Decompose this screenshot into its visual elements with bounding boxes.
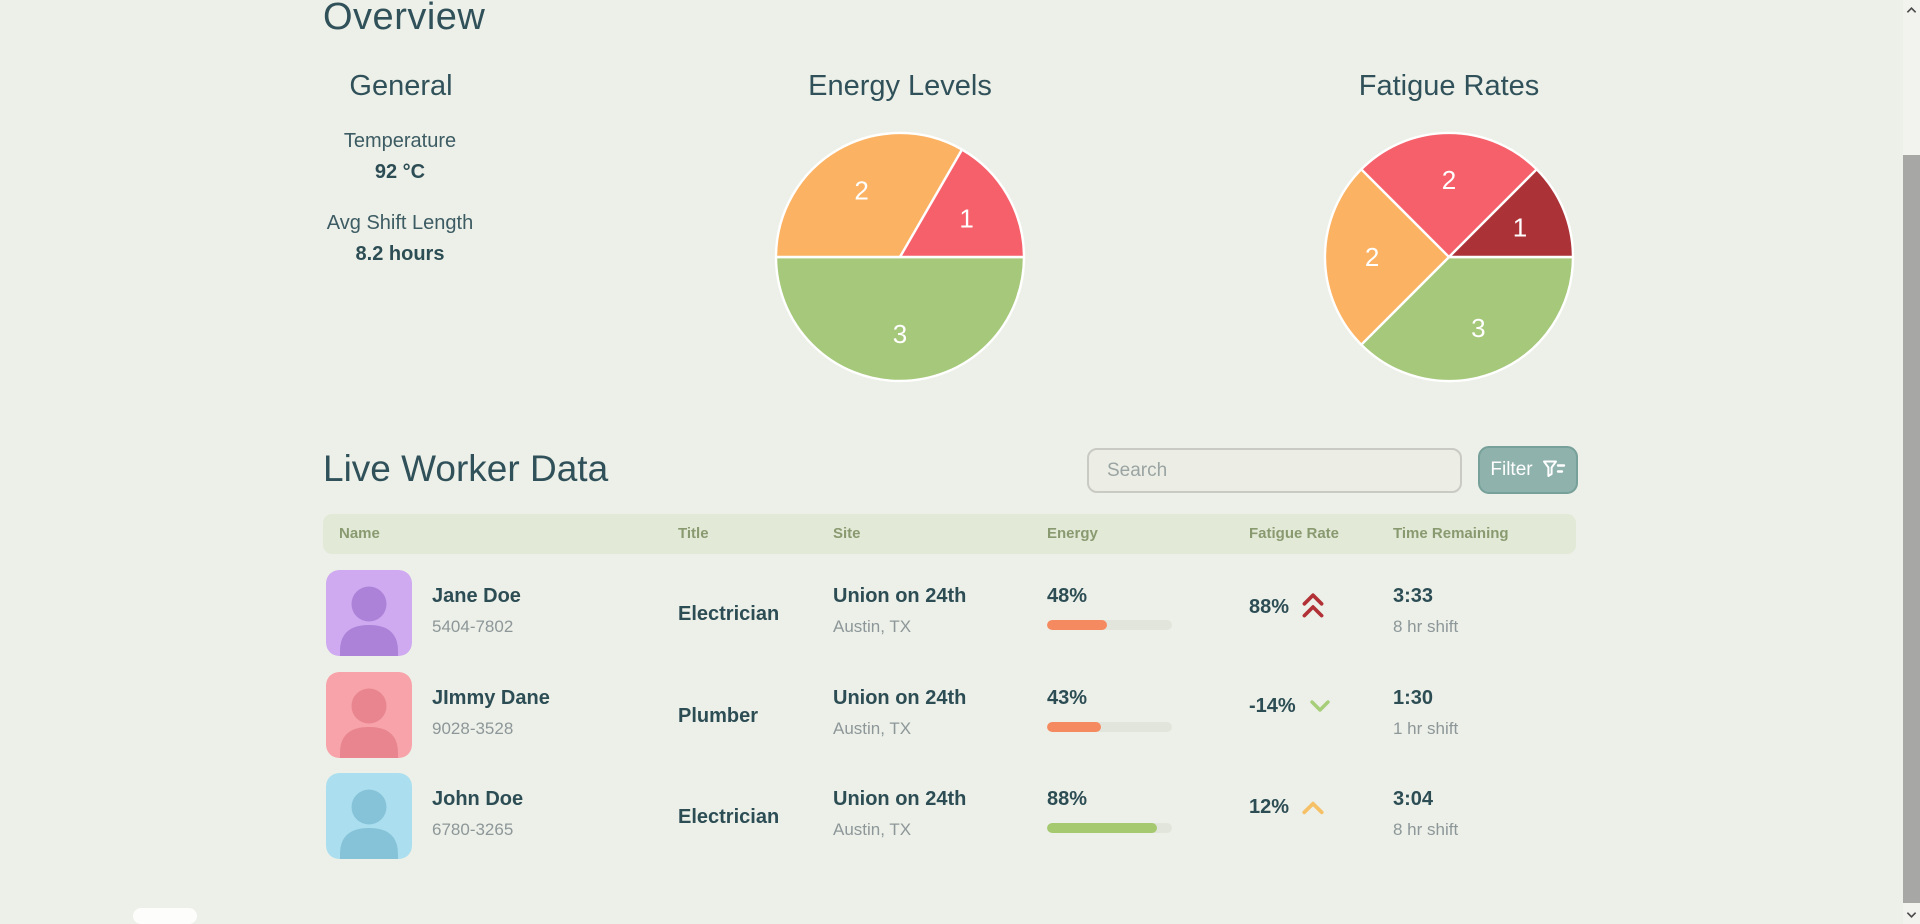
worker-time-cell: 3:04 8 hr shift [1393,788,1458,840]
stat-value: 8.2 hours [355,243,445,265]
svg-text:3: 3 [1471,313,1485,343]
col-header-time-remaining: Time Remaining [1393,525,1509,542]
worker-name-cell: John Doe 6780-3265 [432,788,523,840]
energy-progress-fill [1047,721,1101,732]
fatigue-value: 12% [1249,796,1290,818]
worker-name-cell: JImmy Dane 9028-3528 [432,687,550,739]
energy-value: 48% [1047,585,1088,607]
worker-avatar [326,570,412,656]
fatigue-chart-title: Fatigue Rates [1358,70,1540,102]
site-name: Union on 24th [833,585,967,607]
worker-avatar [326,773,412,859]
fatigue-rates-pie-chart: 3 2 2 1 [1323,131,1575,383]
worker-site-cell: Union on 24th Austin, TX [833,788,966,840]
svg-text:2: 2 [1442,165,1456,195]
fatigue-trend-down-icon [1308,698,1332,714]
worker-time-cell: 3:33 8 hr shift [1393,585,1458,637]
stat-avg-shift-length: Avg Shift Length 8.2 hours [300,212,500,266]
svg-text:1: 1 [1513,213,1527,243]
fatigue-trend-up-icon [1301,593,1325,621]
stat-temperature: Temperature 92 °C [300,130,500,184]
fatigue-value: -14% [1249,694,1296,717]
worker-name: John Doe [432,788,524,810]
worker-id: 5404-7802 [432,617,514,636]
worker-fatigue-cell: -14% [1249,695,1332,718]
scrollbar-thumb[interactable] [1903,155,1920,903]
worker-name: Jane Doe [432,585,521,607]
filter-icon [1542,459,1566,481]
energy-value: 88% [1047,788,1088,810]
worker-fatigue-cell: 88% [1249,593,1325,621]
energy-value: 43% [1047,686,1088,709]
col-header-energy: Energy [1047,525,1098,542]
worker-title: Electrician [678,603,780,625]
worker-fatigue-cell: 12% [1249,796,1325,819]
scroll-up-arrow-icon[interactable] [1903,1,1920,18]
svg-text:3: 3 [893,319,907,349]
stat-label: Avg Shift Length [326,212,474,234]
shift-length: 1 hr shift [1393,718,1459,738]
worker-id: 6780-3265 [432,820,514,839]
site-location: Austin, TX [833,718,912,738]
energy-progress-bar [1047,823,1172,833]
site-location: Austin, TX [833,617,912,636]
partial-toast [133,908,197,924]
time-remaining: 3:33 [1393,585,1434,607]
svg-text:1: 1 [959,204,973,234]
worker-table-row[interactable]: Jane Doe 5404-7802 Electrician Union on … [323,563,1576,664]
scroll-down-arrow-icon[interactable] [1903,906,1920,923]
time-remaining: 3:04 [1393,788,1434,810]
col-header-fatigue-rate: Fatigue Rate [1249,525,1340,542]
general-heading: General [349,70,453,102]
worker-site-cell: Union on 24th Austin, TX [833,687,966,739]
worker-site-cell: Union on 24th Austin, TX [833,585,966,637]
shift-length: 8 hr shift [1393,617,1459,636]
worker-avatar [326,671,412,758]
energy-levels-pie-chart: 3 2 1 [774,131,1026,383]
live-worker-data-heading: Live Worker Data [323,448,609,489]
worker-table-header: Name Title Site Energy Fatigue Rate Time… [323,514,1576,554]
shift-length: 8 hr shift [1393,820,1459,839]
energy-progress-bar [1047,721,1172,732]
filter-button[interactable]: Filter [1478,446,1578,494]
worker-table-row[interactable]: JImmy Dane 9028-3528 Plumber Union on 24… [323,665,1576,766]
col-header-title: Title [678,525,709,542]
stat-value: 92 °C [374,161,426,183]
col-header-site: Site [833,525,861,542]
worker-title: Electrician [678,806,780,828]
stat-label: Temperature [343,130,457,152]
worker-name-cell: Jane Doe 5404-7802 [432,585,521,637]
worker-table-row[interactable]: John Doe 6780-3265 Electrician Union on … [323,766,1576,867]
fatigue-trend-up-icon [1301,800,1325,816]
worker-title: Plumber [678,704,759,727]
site-location: Austin, TX [833,820,912,839]
worker-energy-cell: 43% [1047,687,1172,732]
page-title: Overview [323,0,486,38]
energy-progress-fill [1047,823,1157,833]
worker-energy-cell: 88% [1047,788,1172,833]
svg-text:2: 2 [1365,242,1379,272]
energy-progress-fill [1047,620,1107,630]
time-remaining: 1:30 [1393,686,1434,709]
worker-time-cell: 1:30 1 hr shift [1393,687,1458,739]
fatigue-value: 88% [1249,595,1290,618]
vertical-scrollbar[interactable] [1903,0,1920,924]
svg-text:2: 2 [854,175,868,205]
energy-chart-title: Energy Levels [808,70,992,102]
search-input[interactable] [1087,448,1462,493]
site-name: Union on 24th [833,686,967,709]
worker-id: 9028-3528 [432,718,514,738]
energy-progress-bar [1047,620,1172,630]
site-name: Union on 24th [833,788,967,810]
worker-name: JImmy Dane [432,686,550,709]
general-stats: Temperature 92 °C Avg Shift Length 8.2 h… [300,130,500,294]
col-header-name: Name [339,525,380,542]
worker-energy-cell: 48% [1047,585,1172,630]
filter-button-label: Filter [1490,459,1533,480]
